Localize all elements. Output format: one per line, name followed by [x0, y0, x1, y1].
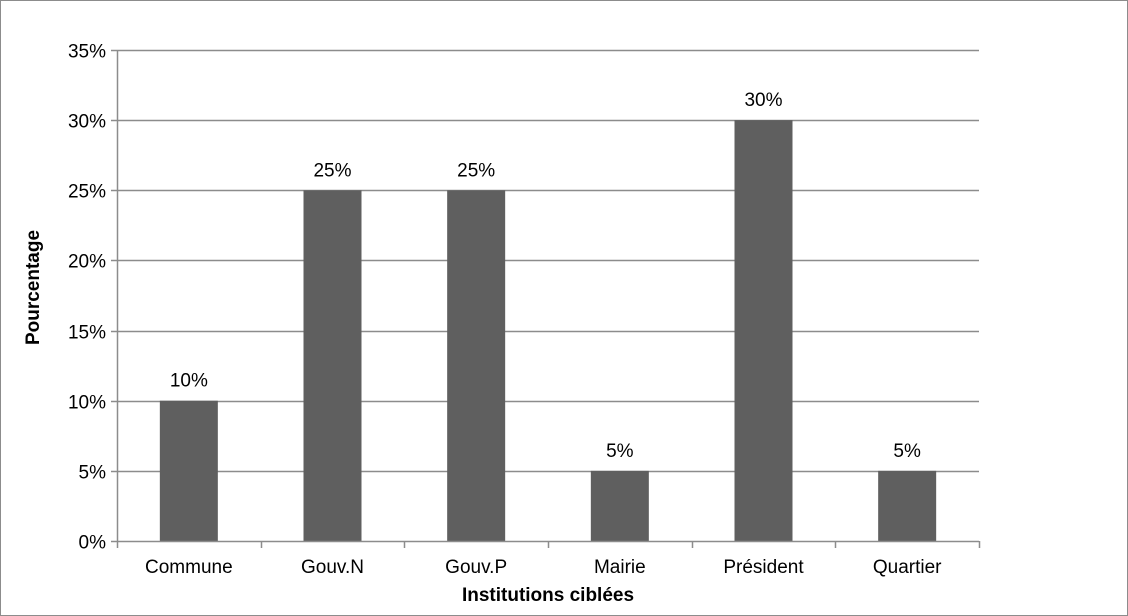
x-tick-label: Mairie [594, 557, 646, 578]
y-tick-label: 35% [68, 42, 106, 63]
x-tick-label: Quartier [873, 557, 942, 578]
x-tick-labels: Commune Gouv.N Gouv.P Mairie Président Quarti… [145, 557, 942, 578]
bar [447, 190, 506, 542]
data-label: 25% [313, 160, 351, 181]
bar [159, 400, 218, 541]
y-tick-label: 20% [68, 252, 106, 273]
bar [878, 470, 937, 541]
y-tick-labels: 0% 5% 10% 15% 20% 25% 30% 35% [68, 42, 106, 554]
y-axis-title: Pourcentage [23, 230, 44, 345]
data-label: 25% [457, 160, 495, 181]
bar [590, 470, 649, 541]
data-label: 5% [606, 441, 634, 462]
bar [303, 190, 362, 542]
data-label: 10% [170, 371, 208, 392]
y-tick-label: 15% [68, 323, 106, 344]
bar [734, 120, 793, 542]
bars [159, 120, 937, 542]
y-tick-label: 30% [68, 112, 106, 133]
data-label: 30% [744, 90, 782, 111]
y-tick-label: 25% [68, 182, 106, 203]
gridlines [117, 49, 979, 473]
x-tick-label: Président [723, 557, 804, 578]
x-tick-label: Gouv.P [445, 557, 507, 578]
data-label: 5% [893, 441, 921, 462]
data-labels: 10% 25% 25% 5% 30% 5% [170, 90, 921, 462]
x-tick-label: Gouv.N [301, 557, 364, 578]
y-tick-label: 5% [79, 463, 107, 484]
y-tick-label: 0% [79, 533, 107, 554]
x-axis-title: Institutions ciblées [462, 585, 634, 606]
x-tick-label: Commune [145, 557, 233, 578]
y-tick-label: 10% [68, 393, 106, 414]
axes [111, 49, 981, 548]
